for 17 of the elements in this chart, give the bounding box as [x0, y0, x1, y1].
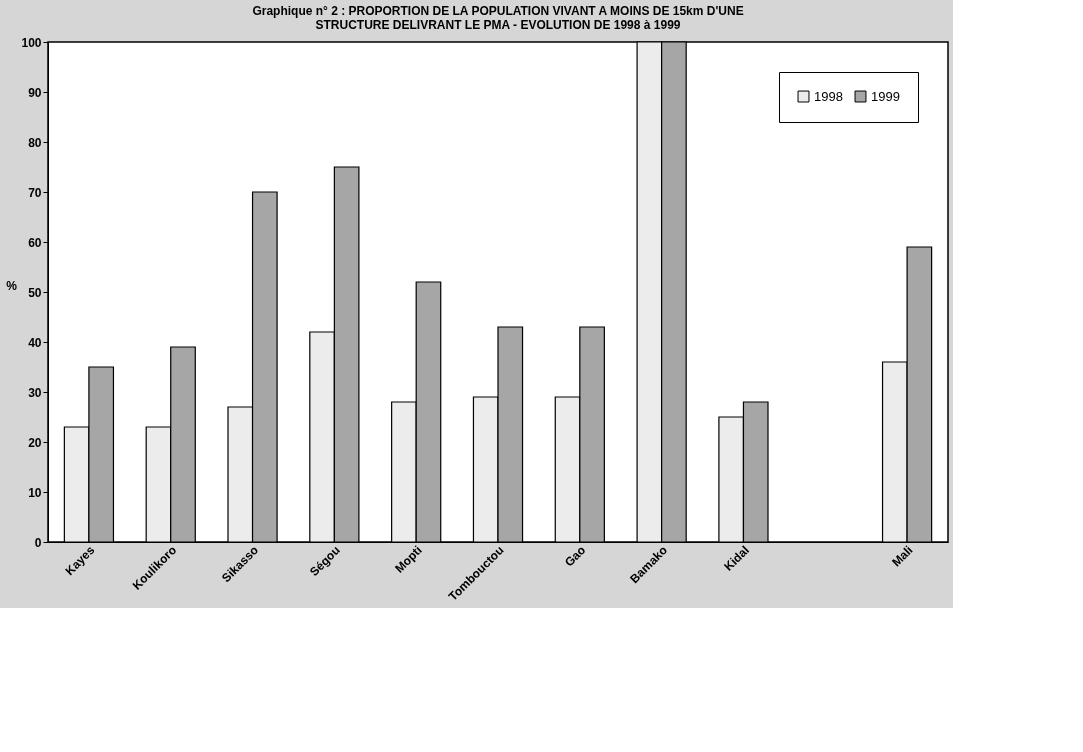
y-tick-label: 20 — [28, 435, 42, 450]
y-tick-label: 90 — [28, 85, 42, 100]
text: Graphique n° 2 : PROPORTION DE LA POPULATION VIVANT A MOINS DE 15km D'UNE — [252, 4, 744, 18]
legend-label: 1999 — [871, 88, 900, 104]
y-tick-label: 40 — [28, 335, 42, 350]
y-tick-label: 80 — [28, 135, 42, 150]
y-tick-label: 10 — [28, 485, 42, 500]
y-tick-label: 0 — [34, 535, 42, 550]
y-tick-label: 60 — [28, 235, 42, 250]
y-tick-label: 50 — [28, 285, 42, 300]
y-tick-label: 70 — [28, 185, 42, 200]
y-tick-label: 100 — [21, 35, 42, 50]
y-axis-title: % — [6, 278, 18, 293]
text: STRUCTURE DELIVRANT LE PMA - EVOLUTION DE 1998 à 1999 — [315, 18, 681, 32]
legend-label: 1998 — [814, 88, 843, 104]
x-tick-label: Gao — [561, 543, 589, 570]
y-tick-label: 30 — [28, 385, 42, 400]
